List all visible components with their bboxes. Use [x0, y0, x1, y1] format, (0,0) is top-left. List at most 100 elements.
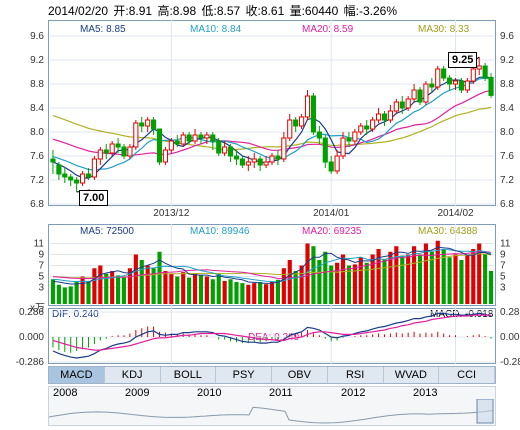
volume-bar: [423, 243, 428, 304]
candle-body: [216, 140, 222, 154]
volume-bar: [163, 271, 168, 304]
price-tick-right: 7.6: [500, 151, 514, 162]
macd-dea-line: [52, 314, 492, 351]
candle-body: [417, 89, 423, 103]
candle-body: [91, 158, 97, 178]
price-tick-left: 8.8: [30, 79, 44, 90]
tab-boll[interactable]: BOLL: [161, 367, 217, 383]
volume-bar: [311, 246, 316, 304]
candle-body: [174, 140, 180, 145]
volume-bar: [246, 284, 251, 304]
volume-bar: [305, 243, 310, 304]
volume-ma10-legend: MA10: 89946: [190, 226, 250, 237]
candle-body: [429, 83, 435, 88]
price-tick-left: 8.0: [30, 127, 44, 138]
volume-bar: [358, 257, 363, 304]
volume-ma20-legend: MA20: 69235: [302, 226, 362, 237]
candle-body: [263, 161, 269, 166]
volume-bar: [465, 255, 470, 304]
volume-bar: [169, 273, 174, 304]
candle-body: [423, 83, 429, 103]
candle-body: [435, 68, 441, 88]
quote-close: 收:8.61: [245, 4, 285, 18]
candle-body: [399, 101, 405, 109]
price-tick-right: 6.8: [500, 199, 514, 210]
tab-macd[interactable]: MACD: [49, 367, 105, 383]
candle-body: [334, 155, 340, 172]
volume-bar: [68, 286, 73, 304]
volume-bar: [453, 254, 458, 304]
volume-bar: [181, 272, 186, 304]
volume-bar: [317, 260, 322, 304]
tab-wvad[interactable]: WVAD: [384, 367, 440, 383]
candle-body: [68, 176, 74, 181]
candle-body: [204, 134, 210, 139]
volume-bar: [234, 282, 239, 304]
candle-body: [287, 119, 293, 139]
navigator-year-label: 2009: [125, 387, 150, 399]
tab-cci[interactable]: CCI: [439, 367, 495, 383]
volume-bar: [92, 268, 97, 304]
candle-body: [488, 76, 494, 96]
volume-bar: [228, 279, 233, 304]
price-tick-right: 9.2: [500, 55, 514, 66]
candle-body: [405, 98, 411, 109]
timeline-navigator[interactable]: 2008 2009 2010 2011 2012 2013: [48, 386, 496, 426]
price-ma5-legend: MA5: 8.85: [80, 24, 126, 35]
price-tick-right: 9.6: [500, 31, 514, 42]
volume-bar: [216, 273, 221, 304]
volume-bar: [382, 258, 387, 304]
volume-bar: [80, 276, 85, 304]
macd-tick-right: 0.000: [500, 332, 520, 343]
volume-bar: [281, 268, 286, 304]
price-tick-right: 7.2: [500, 175, 514, 186]
candle-body: [133, 122, 139, 148]
tab-rsi[interactable]: RSI: [328, 367, 384, 383]
candle-body: [393, 101, 399, 112]
volume-bar: [370, 254, 375, 304]
volume-bar: [264, 284, 269, 304]
candle-body: [180, 134, 186, 145]
candle-body: [476, 65, 482, 70]
tab-obv[interactable]: OBV: [272, 367, 328, 383]
volume-bar: [98, 265, 103, 304]
candle-body: [299, 116, 305, 127]
volume-bar: [151, 268, 156, 304]
macd-tick-right: 0.286: [500, 307, 520, 318]
navigator-year-label: 2010: [197, 387, 222, 399]
price-tick-left: 7.2: [30, 175, 44, 186]
max-price-label: 9.25: [448, 52, 478, 68]
macd-chart-panel[interactable]: [48, 308, 496, 364]
volume-bar: [417, 254, 423, 304]
candle-body: [62, 173, 68, 178]
price-chart-panel[interactable]: [48, 20, 496, 206]
candle-body: [151, 119, 157, 130]
macd-dif-line: [52, 312, 492, 359]
candle-body: [411, 89, 417, 100]
volume-bar: [50, 279, 56, 304]
volume-bar: [287, 260, 292, 304]
volume-bar: [400, 255, 405, 304]
quote-high: 高:8.98: [157, 4, 197, 18]
volume-bar: [477, 243, 482, 304]
candle-body: [257, 158, 263, 166]
price-tick-left: 7.6: [30, 151, 44, 162]
candle-body: [192, 134, 198, 142]
candle-body: [239, 158, 245, 166]
volume-bar: [323, 251, 328, 304]
volume-bar: [258, 282, 263, 304]
volume-bar: [204, 276, 209, 304]
navigator-window-handle[interactable]: [476, 399, 494, 424]
candle-body: [381, 113, 388, 121]
volume-tick-right: 11: [500, 239, 511, 250]
volume-bar: [192, 273, 198, 304]
candle-body: [186, 134, 192, 142]
volume-tick-left: 3: [38, 283, 44, 294]
volume-bar: [157, 251, 162, 304]
volume-bar: [210, 279, 215, 304]
candle-body: [139, 122, 145, 127]
volume-bar: [240, 283, 245, 304]
tab-psy[interactable]: PSY: [216, 367, 272, 383]
tab-kdj[interactable]: KDJ: [105, 367, 161, 383]
candle-body: [74, 179, 80, 184]
